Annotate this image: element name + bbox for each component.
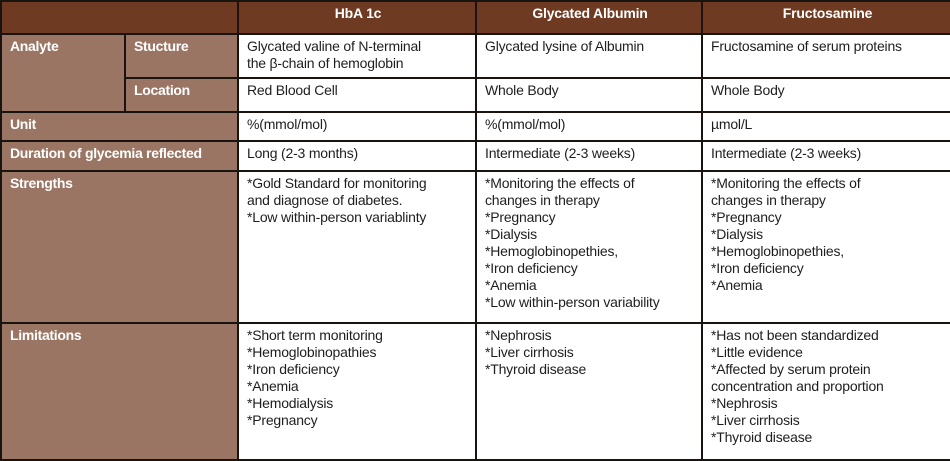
- column-header-glycated-albumin: Glycated Albumin: [475, 0, 703, 35]
- table-row-limitations: Limitations *Short term monitoring *Hemo…: [0, 322, 950, 461]
- cell-limitations-glycated-albumin: *Nephrosis *Liver cirrhosis *Thyroid dis…: [475, 322, 703, 461]
- cell-strengths-fructosamine: *Monitoring the effects of changes in th…: [701, 170, 950, 324]
- row-header-structure: Stucture: [124, 33, 239, 79]
- cell-strengths-glycated-albumin: *Monitoring the effects of changes in th…: [475, 170, 703, 324]
- cell-structure-glycated-albumin: Glycated lysine of Albumin: [475, 33, 703, 79]
- table-row-structure: Analyte Stucture Glycated valine of N-te…: [0, 33, 950, 113]
- row-header-limitations: Limitations: [0, 322, 239, 461]
- cell-duration-hba1c: Long (2-3 months): [237, 140, 477, 172]
- corner-header: [0, 0, 239, 35]
- cell-unit-fructosamine: µmol/L: [701, 111, 950, 142]
- cell-strengths-hba1c: *Gold Standard for monitoring and diagno…: [237, 170, 477, 324]
- table-row-unit: Unit %(mmol/mol) %(mmol/mol) µmol/L: [0, 111, 950, 142]
- cell-duration-glycated-albumin: Intermediate (2-3 weeks): [475, 140, 703, 172]
- cell-location-hba1c: Red Blood Cell: [237, 77, 477, 113]
- cell-limitations-hba1c: *Short term monitoring *Hemoglobinopathi…: [237, 322, 477, 461]
- column-header-fructosamine: Fructosamine: [701, 0, 950, 35]
- cell-location-fructosamine: Whole Body: [701, 77, 950, 113]
- cell-duration-fructosamine: Intermediate (2-3 weeks): [701, 140, 950, 172]
- row-header-analyte: Analyte: [0, 33, 126, 113]
- table-row-duration: Duration of glycemia reflected Long (2-3…: [0, 140, 950, 172]
- row-header-strengths: Strengths: [0, 170, 239, 324]
- cell-structure-hba1c: Glycated valine of N-terminal the β-chai…: [237, 33, 477, 79]
- cell-location-glycated-albumin: Whole Body: [475, 77, 703, 113]
- cell-unit-glycated-albumin: %(mmol/mol): [475, 111, 703, 142]
- cell-structure-fructosamine: Fructosamine of serum proteins: [701, 33, 950, 79]
- table-row-strengths: Strengths *Gold Standard for monitoring …: [0, 170, 950, 324]
- row-header-location: Location: [124, 77, 239, 113]
- header-row: HbA 1c Glycated Albumin Fructosamine: [0, 0, 950, 35]
- row-header-duration: Duration of glycemia reflected: [0, 140, 239, 172]
- column-header-hba1c: HbA 1c: [237, 0, 477, 35]
- cell-unit-hba1c: %(mmol/mol): [237, 111, 477, 142]
- table-row-location: Location Red Blood Cell Whole Body Whole…: [1, 77, 950, 113]
- cell-limitations-fructosamine: *Has not been standardized *Little evide…: [701, 322, 950, 461]
- row-header-unit: Unit: [0, 111, 239, 142]
